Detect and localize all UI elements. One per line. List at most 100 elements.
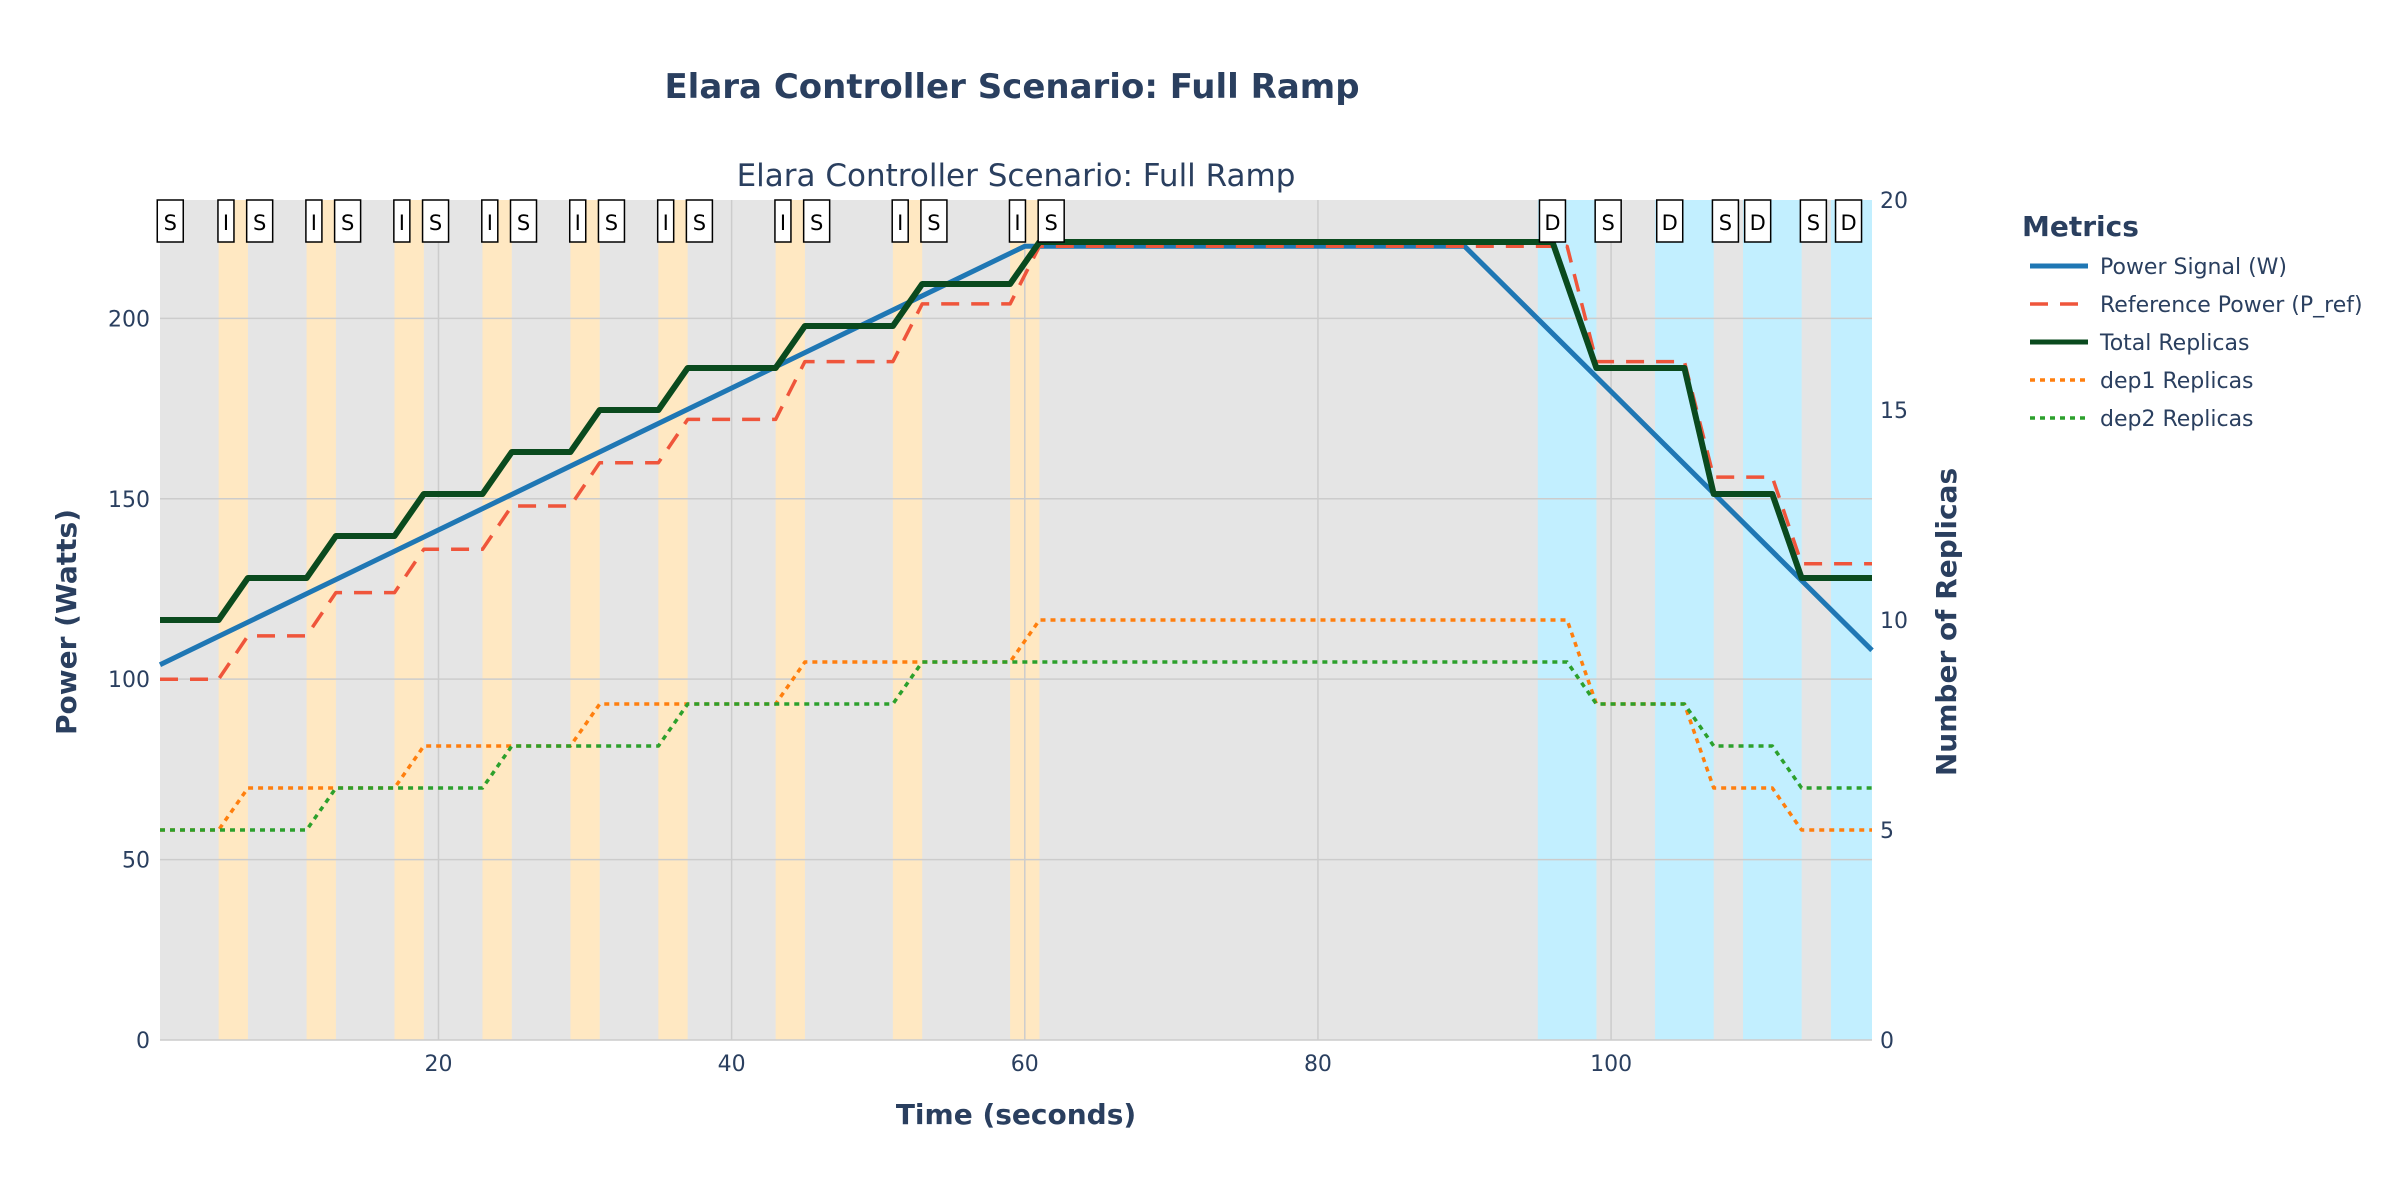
- series-line-dep2-replicas: [160, 660, 1872, 832]
- event-marker: S: [245, 199, 274, 243]
- x-tick-label: 20: [424, 1052, 452, 1077]
- series-line-reference-power: [160, 244, 1872, 681]
- event-marker-label: S: [605, 211, 618, 235]
- event-marker-box: [1743, 199, 1772, 243]
- event-marker-box: [1594, 199, 1622, 243]
- event-marker-label: D: [1544, 211, 1560, 235]
- event-marker-box: [333, 199, 362, 243]
- event-marker: I: [481, 199, 499, 243]
- event-marker-label: I: [311, 211, 317, 235]
- y2-tick-label: 0: [1880, 1029, 1894, 1054]
- event-marker-box: [217, 199, 235, 243]
- scale-up-band: [306, 200, 336, 1040]
- scale-up-band: [892, 200, 923, 1040]
- event-marker-box: [156, 199, 185, 243]
- legend-item: Power Signal (W): [2030, 255, 2287, 280]
- event-marker-box: [597, 199, 626, 243]
- event-marker-box: [1834, 199, 1863, 243]
- legend-item: Total Replicas: [2030, 331, 2249, 356]
- event-marker-label: I: [663, 211, 669, 235]
- event-marker: S: [1594, 199, 1622, 243]
- y-tick-label: 150: [108, 488, 150, 513]
- event-marker-box: [656, 199, 675, 243]
- event-marker: I: [774, 199, 792, 243]
- event-marker: I: [1008, 199, 1027, 243]
- event-marker-label: D: [1662, 211, 1678, 235]
- legend-item: dep1 Replicas: [2030, 369, 2254, 394]
- event-marker: D: [1834, 199, 1863, 243]
- legend: Metrics Power Signal (W) Reference Power …: [2022, 210, 2363, 432]
- event-marker-box: [891, 199, 909, 243]
- event-marker: I: [217, 199, 235, 243]
- x-tick-label: 80: [1304, 1052, 1332, 1077]
- y-tick-label: 200: [108, 307, 150, 332]
- event-marker: D: [1743, 199, 1772, 243]
- x-tick-label: 100: [1590, 1052, 1632, 1077]
- event-marker-label: S: [1719, 211, 1732, 235]
- event-marker: S: [333, 199, 362, 243]
- legend-item: dep2 Replicas: [2030, 407, 2254, 432]
- event-marker-label: I: [487, 211, 493, 235]
- event-marker: S: [156, 199, 185, 243]
- event-marker-label: I: [575, 211, 581, 235]
- scale-up-band: [775, 200, 805, 1040]
- event-marker-box: [1799, 199, 1828, 243]
- scale-up-band: [482, 200, 512, 1040]
- event-marker: S: [920, 199, 948, 243]
- event-marker-box: [802, 199, 831, 243]
- x-tick-label: 60: [1011, 1052, 1039, 1077]
- event-marker-box: [774, 199, 792, 243]
- y2-tick-label: 5: [1880, 819, 1894, 844]
- legend-label: Reference Power (P_ref): [2100, 293, 2363, 318]
- event-marker-label: S: [1807, 211, 1820, 235]
- event-marker-box: [1711, 199, 1740, 243]
- event-marker-label: S: [1601, 211, 1614, 235]
- scale-up-band: [394, 200, 424, 1040]
- event-marker-label: S: [927, 211, 940, 235]
- chart-subtitle: Elara Controller Scenario: Full Ramp: [737, 158, 1296, 194]
- legend-title: Metrics: [2022, 210, 2139, 243]
- x-axis-ticks: 20 40 60 80 100: [424, 1052, 1632, 1077]
- event-marker: S: [1711, 199, 1740, 243]
- event-marker: I: [656, 199, 675, 243]
- series-line-total-replicas: [160, 239, 1872, 623]
- event-marker: S: [685, 199, 714, 243]
- event-marker-label: S: [164, 211, 177, 235]
- y2-axis-title: Number of Replicas: [1930, 468, 1963, 776]
- event-marker-label: S: [693, 211, 706, 235]
- event-marker: S: [1037, 199, 1065, 243]
- event-marker-label: S: [429, 211, 442, 235]
- event-marker-box: [1008, 199, 1027, 243]
- scale-down-band: [1743, 200, 1802, 1040]
- legend-label: dep2 Replicas: [2100, 407, 2254, 432]
- legend-label: Total Replicas: [2099, 331, 2249, 356]
- event-marker: I: [393, 199, 411, 243]
- event-marker-label: S: [341, 211, 354, 235]
- event-marker-label: I: [1014, 211, 1020, 235]
- y-axis-ticks: 0 50 100 150 200: [108, 307, 150, 1054]
- y-tick-label: 100: [108, 668, 150, 693]
- event-marker-box: [305, 199, 323, 243]
- y2-tick-label: 10: [1880, 609, 1908, 634]
- x-axis-title: Time (seconds): [896, 1098, 1136, 1131]
- x-tick-label: 40: [718, 1052, 746, 1077]
- y2-axis-ticks: 0 5 10 15 20: [1880, 189, 1908, 1054]
- event-marker-box: [421, 199, 450, 243]
- scale-up-band: [218, 200, 248, 1040]
- event-marker: S: [509, 199, 538, 243]
- event-marker-box: [481, 199, 499, 243]
- y-tick-label: 50: [122, 849, 150, 874]
- event-marker: I: [891, 199, 909, 243]
- scale-up-band: [658, 200, 688, 1040]
- legend-label: Power Signal (W): [2100, 255, 2287, 280]
- event-marker: S: [421, 199, 450, 243]
- event-marker-box: [685, 199, 714, 243]
- event-bands: [218, 200, 1872, 1040]
- gridlines: [160, 200, 1872, 1041]
- event-marker-box: [568, 199, 587, 243]
- scale-down-band: [1655, 200, 1714, 1040]
- y-axis-title: Power (Watts): [50, 509, 83, 735]
- y2-tick-label: 15: [1880, 399, 1908, 424]
- scale-down-band: [1830, 200, 1872, 1040]
- event-marker-label: I: [223, 211, 229, 235]
